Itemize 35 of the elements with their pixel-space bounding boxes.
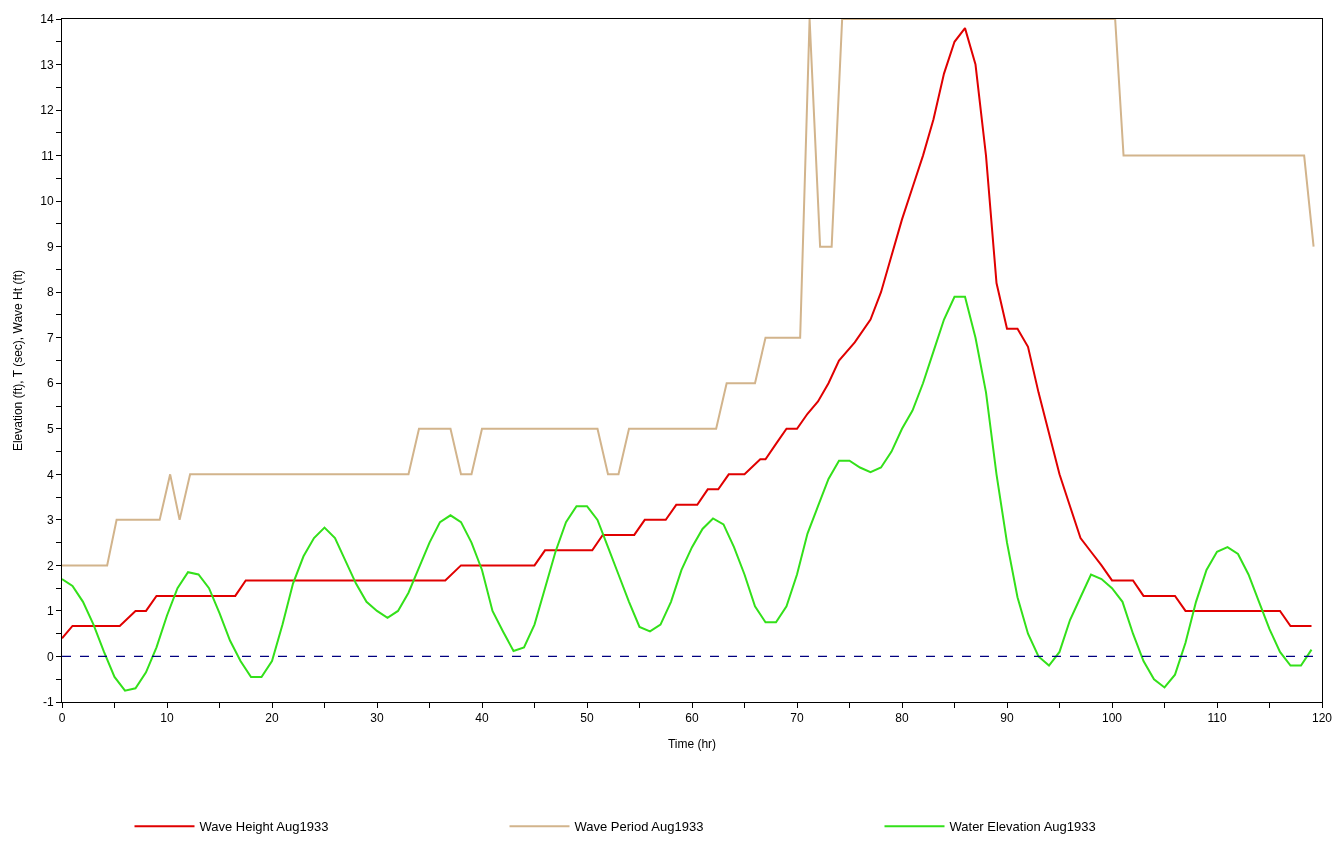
y-tick-label: 4 — [46, 467, 54, 482]
x-tick-label: 70 — [790, 711, 804, 726]
y-tick-label: 14 — [40, 12, 54, 27]
y-tick-label: 12 — [40, 103, 54, 118]
x-axis-title: Time (hr) — [667, 737, 717, 752]
x-tick-label: 90 — [1000, 711, 1014, 726]
x-tick-label: 10 — [160, 711, 174, 726]
y-tick-label: 7 — [46, 330, 54, 345]
y-tick-label: -1 — [42, 695, 54, 710]
legend-label: Water Elevation Aug1933 — [949, 819, 1096, 835]
legend-label: Wave Height Aug1933 — [199, 819, 329, 835]
y-tick-label: 9 — [46, 239, 54, 254]
x-tick-label: 40 — [475, 711, 489, 726]
x-tick-label: 30 — [370, 711, 384, 726]
line-series — [62, 295, 1313, 692]
y-axis-title: Elevation (ft), T (sec), Wave Ht (ft) — [10, 269, 25, 452]
y-tick-label: 2 — [46, 558, 54, 573]
x-tick-label: 0 — [58, 711, 66, 726]
x-tick-label: 100 — [1101, 711, 1123, 726]
x-tick-label: 80 — [895, 711, 909, 726]
x-tick-label: 110 — [1207, 711, 1227, 726]
x-tick-label: 20 — [265, 711, 279, 726]
y-tick-label: 6 — [46, 376, 54, 391]
y-tick-label: 8 — [46, 285, 54, 300]
y-tick-label: 13 — [40, 57, 54, 72]
x-tick-label: 60 — [685, 711, 699, 726]
x-tick-label: 50 — [580, 711, 594, 726]
y-tick-label: 3 — [46, 513, 54, 528]
y-tick-label: 5 — [46, 422, 54, 436]
y-tick-label: 11 — [41, 148, 54, 163]
y-tick-label: 0 — [46, 649, 54, 664]
legend-label: Wave Period Aug1933 — [574, 819, 704, 835]
y-tick-label: 10 — [40, 194, 54, 209]
x-tick-label: 120 — [1311, 711, 1333, 726]
y-tick-label: 1 — [46, 604, 54, 619]
